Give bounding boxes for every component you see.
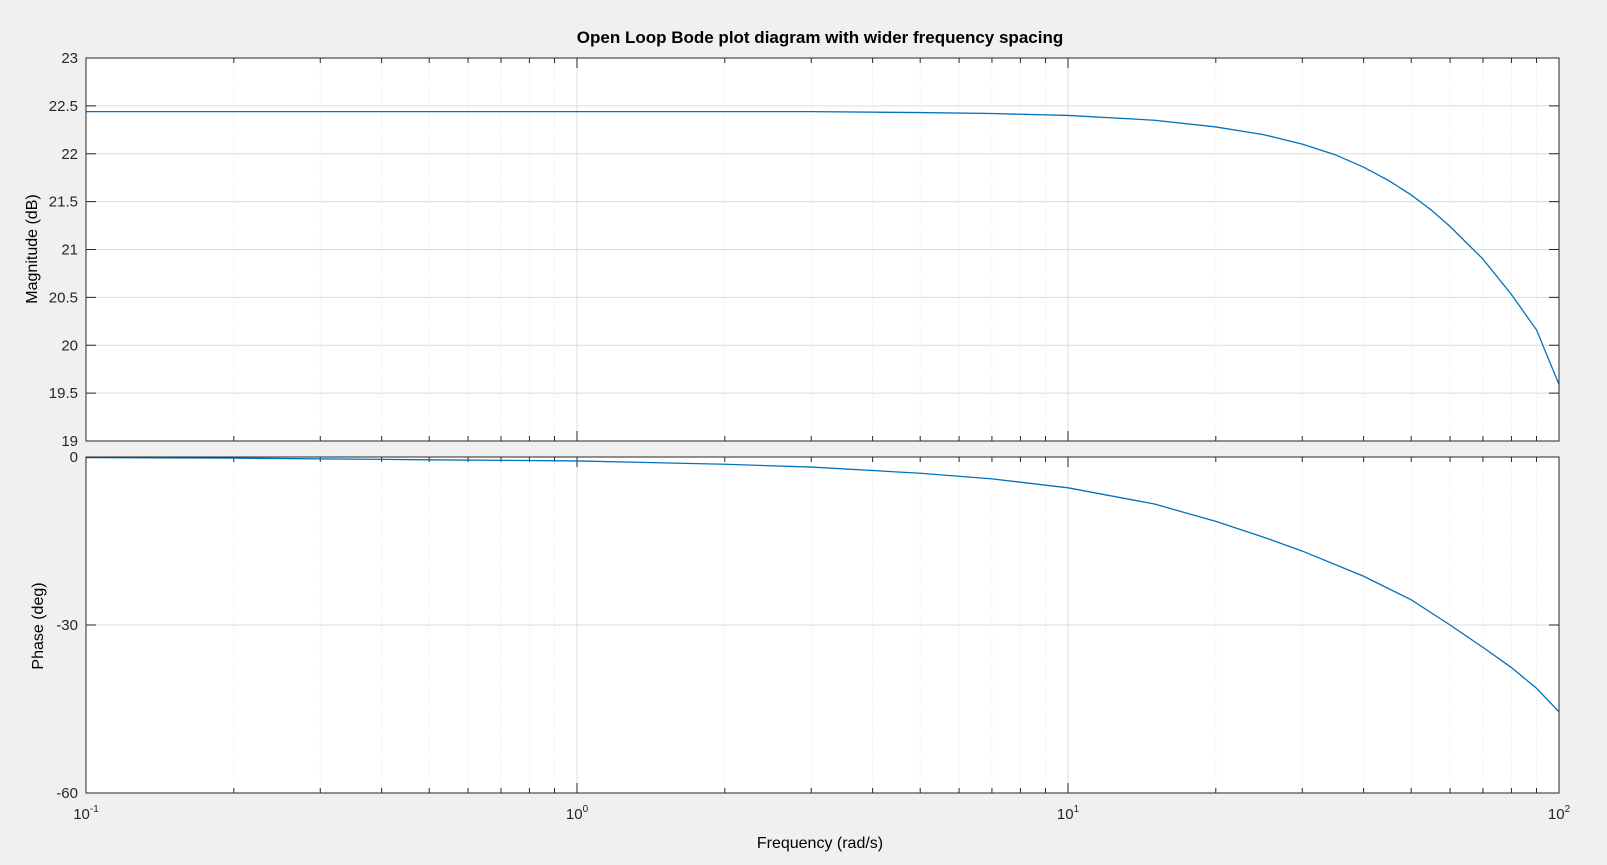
magnitude-axes-box: [85, 57, 1560, 442]
magnitude-y-tick-label: 22.5: [49, 98, 78, 115]
phase-y-tick-label: -30: [56, 617, 78, 634]
magnitude-y-tick-label: 22: [61, 146, 78, 163]
phase-y-tick-label: 0: [70, 449, 78, 466]
phase-y-tick-labels: 0 -30 -60: [56, 449, 78, 802]
x-tick-exponent: 2: [1565, 804, 1571, 815]
chart-title: Open Loop Bode plot diagram with wider f…: [577, 28, 1063, 47]
x-tick-exponent: 1: [1074, 804, 1080, 815]
x-tick-base: 10: [1548, 806, 1565, 823]
magnitude-y-axis-label: Magnitude (dB): [24, 194, 41, 303]
x-tick-label: 102: [1548, 804, 1571, 823]
x-axis-label: Frequency (rad/s): [757, 835, 883, 852]
phase-axes: 0 -30 -60 Phase (deg): [30, 449, 1560, 802]
x-tick-base: 10: [1057, 806, 1074, 823]
magnitude-y-tick-label: 23: [61, 50, 78, 67]
magnitude-y-tick-labels: 23 22.5 22 21.5 21 20.5 20 19.5 19: [49, 50, 78, 450]
x-tick-label: 100: [566, 804, 589, 823]
magnitude-curve: [86, 110, 1560, 385]
magnitude-y-tick-label: 20: [61, 337, 78, 354]
phase-y-axis-label: Phase (deg): [30, 582, 47, 669]
x-tick-exponent: -1: [90, 804, 99, 815]
x-tick-label: 101: [1057, 804, 1080, 823]
magnitude-y-tick-label: 19.5: [49, 385, 78, 402]
x-tick-label: 10-1: [73, 804, 99, 823]
magnitude-y-tick-label: 21: [61, 242, 78, 259]
x-tick-labels: 10-1 100 101 102: [73, 804, 1570, 823]
magnitude-axes: 23 22.5 22 21.5 21 20.5 20 19.5 19 Magnitude (dB…: [24, 50, 1560, 450]
magnitude-y-tick-label: 21.5: [49, 194, 78, 211]
x-tick-base: 10: [566, 806, 583, 823]
magnitude-y-tick-label: 19: [61, 433, 78, 450]
x-tick-exponent: 0: [583, 804, 589, 815]
magnitude-y-tick-label: 20.5: [49, 289, 78, 306]
x-tick-base: 10: [73, 806, 90, 823]
phase-axes-box: [85, 456, 1560, 794]
phase-y-tick-label: -60: [56, 785, 78, 802]
phase-curve: [85, 456, 1560, 713]
